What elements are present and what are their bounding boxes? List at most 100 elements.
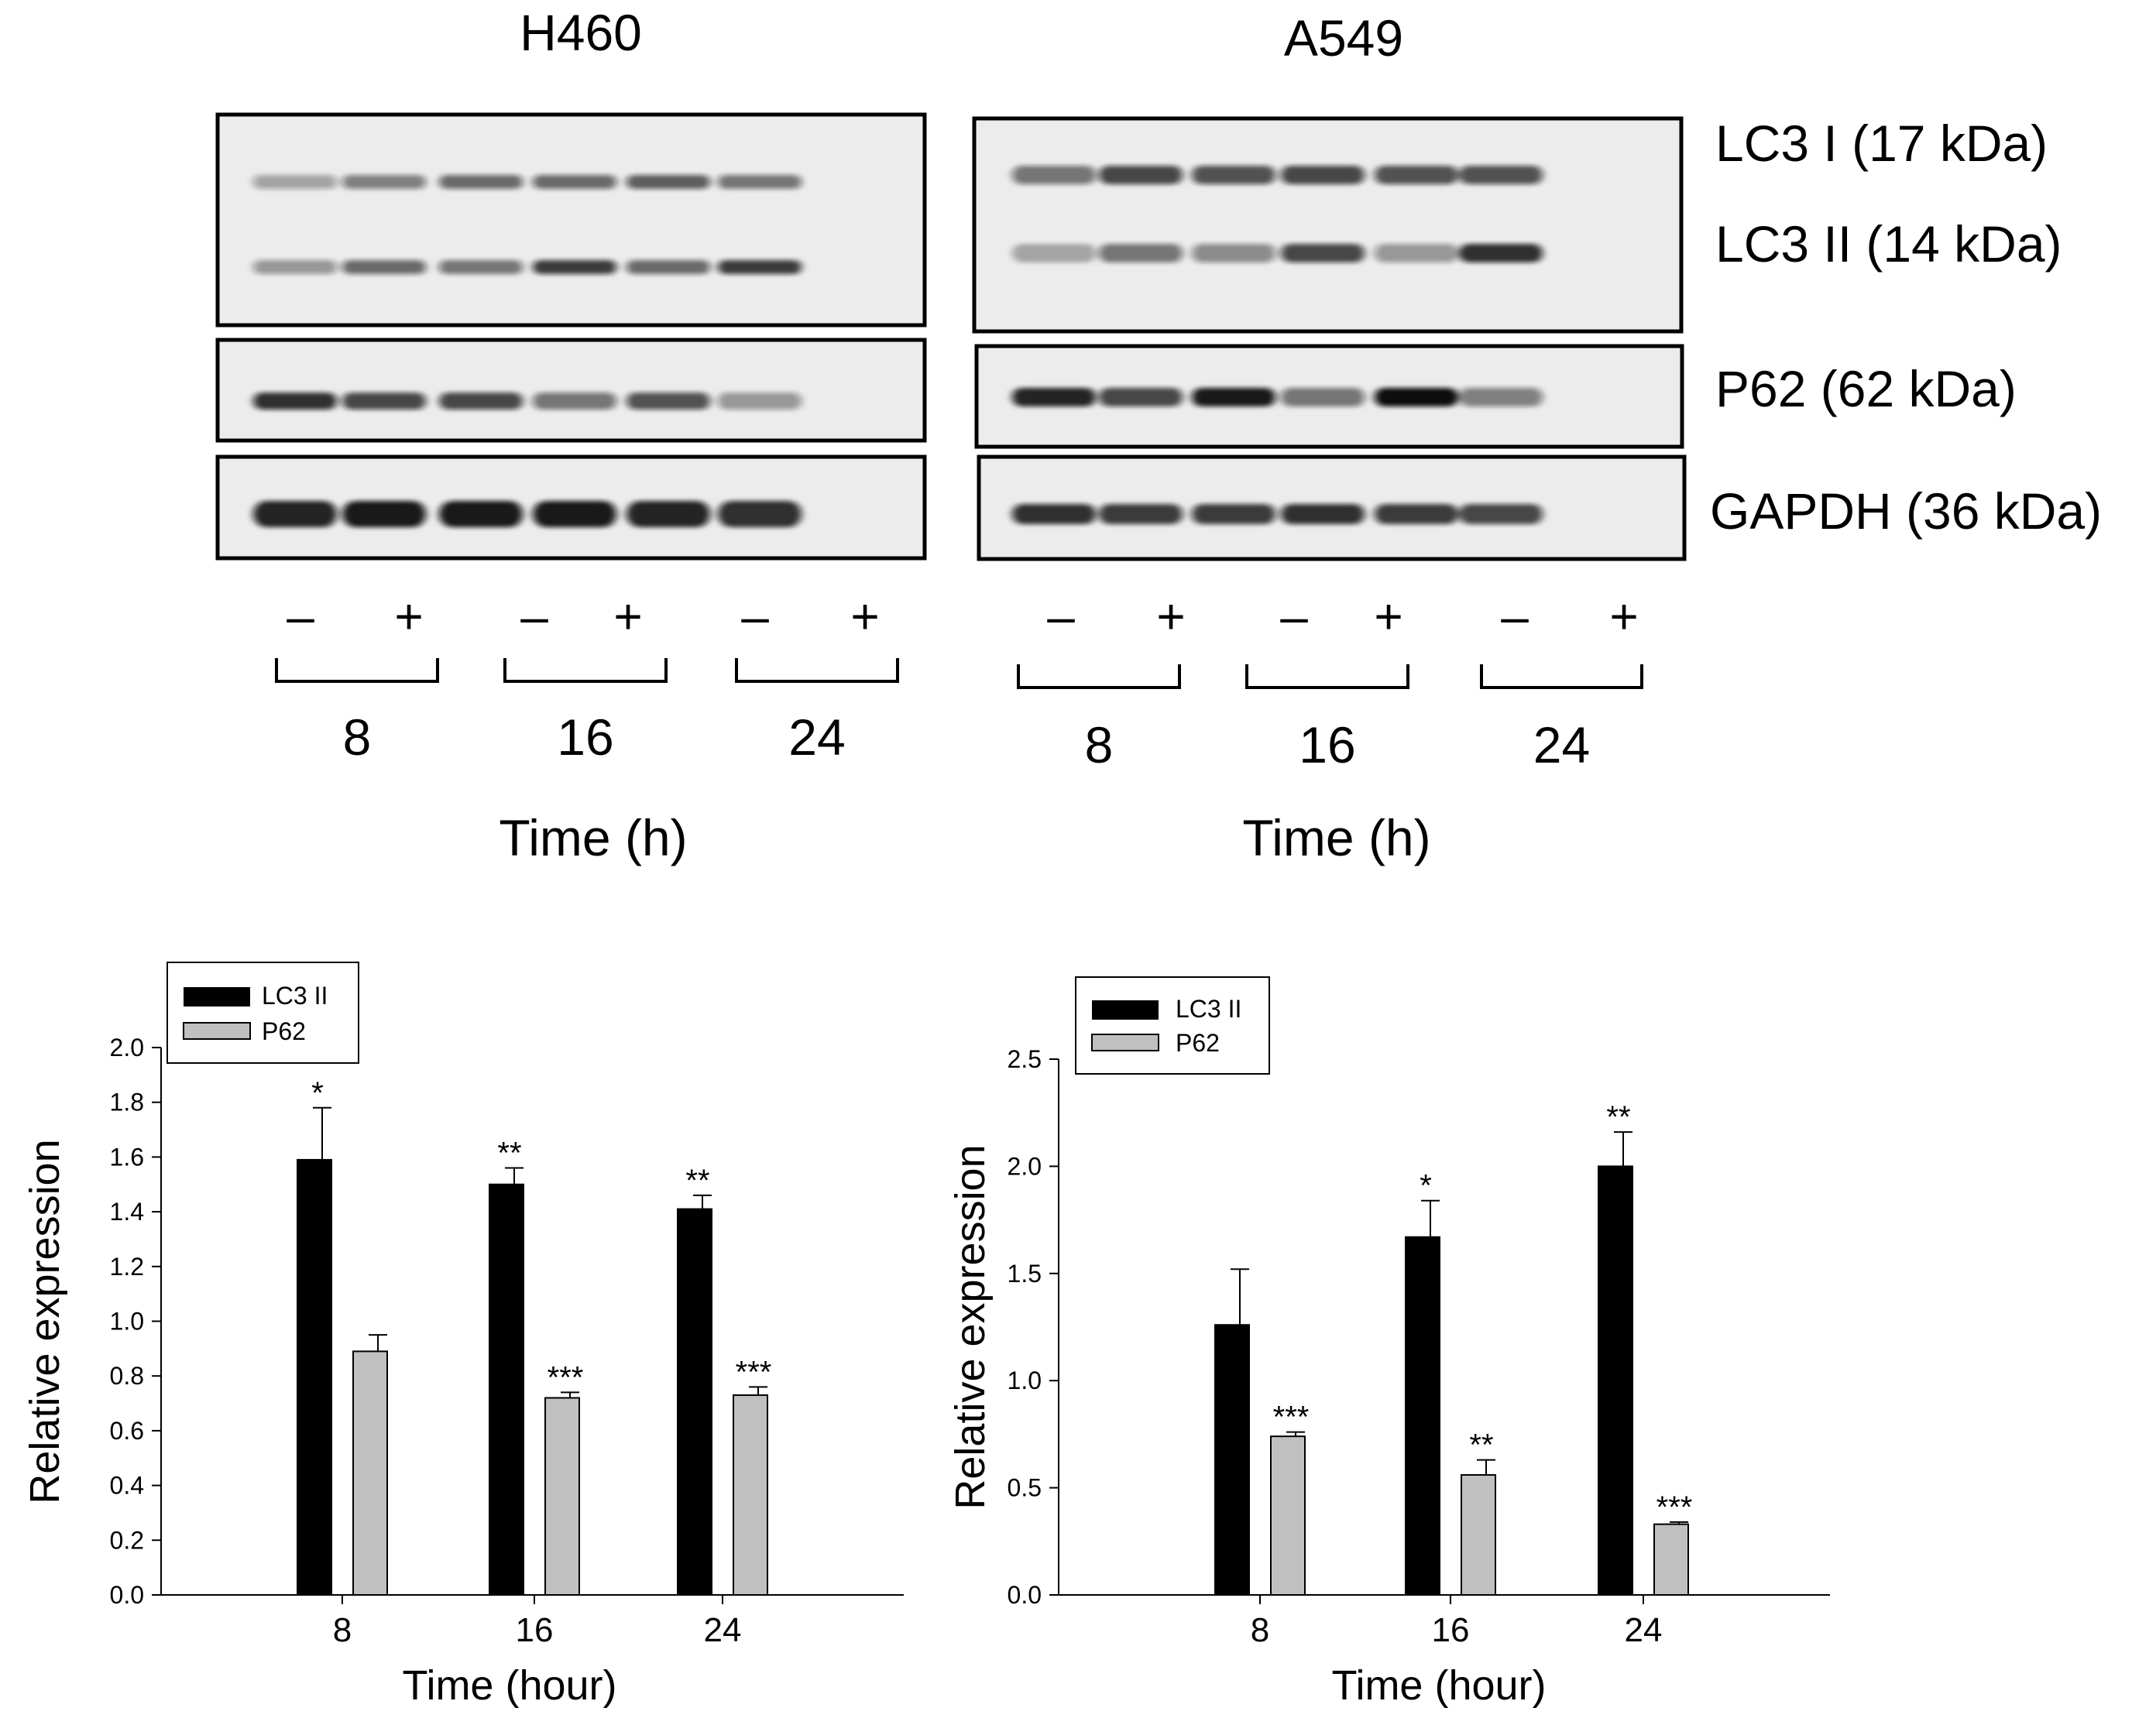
bars: *********** bbox=[1214, 1100, 1692, 1596]
y-tick-label: 0.5 bbox=[1008, 1474, 1042, 1502]
lane-bracket bbox=[1017, 664, 1181, 689]
h460-p62-band bbox=[627, 393, 710, 410]
y-tick-label: 1.5 bbox=[1008, 1260, 1042, 1288]
a549-lc3-blot bbox=[972, 116, 1684, 334]
significance-label: * bbox=[311, 1076, 324, 1110]
h460-lc3i-band bbox=[342, 175, 426, 189]
bar-chart-h460: Relative expression Time (hour) 0.00.20.… bbox=[22, 962, 904, 1709]
h460-p62-band bbox=[253, 393, 337, 410]
h460-lc3ii-band bbox=[253, 260, 337, 274]
bar-p62 bbox=[352, 1350, 388, 1596]
lane-annotations: – + – + – +8 16 24 – + – + – +8 16 24 bbox=[275, 588, 1643, 773]
lane-bracket bbox=[503, 658, 668, 683]
a549-gapdh-band bbox=[1099, 504, 1183, 524]
legend-label-lc3ii: LC3 II bbox=[262, 982, 328, 1010]
x-tick-label: 8 bbox=[1251, 1611, 1269, 1649]
bar-p62 bbox=[1461, 1473, 1496, 1596]
bar-p62 bbox=[1270, 1435, 1306, 1596]
y-tick-label: 2.0 bbox=[110, 1034, 144, 1061]
y-tick-label: 1.0 bbox=[110, 1308, 144, 1336]
lane-bracket bbox=[275, 658, 439, 683]
blot-title-h460: H460 bbox=[520, 4, 642, 61]
h460-p62-band bbox=[342, 393, 426, 410]
legend-swatch-p62 bbox=[1091, 1034, 1159, 1051]
y-axis-label: Relative expression bbox=[947, 1144, 994, 1509]
lane-condition-label: + bbox=[394, 588, 423, 644]
legend-label-p62: P62 bbox=[1176, 1029, 1220, 1057]
h460-lc3ii-band bbox=[718, 260, 802, 274]
a549-gapdh-band bbox=[1281, 504, 1365, 524]
lane-condition-label: – bbox=[1501, 588, 1529, 644]
y-tick-label: 0.4 bbox=[110, 1472, 144, 1500]
h460-gapdh-band bbox=[627, 501, 710, 527]
blot-bands bbox=[253, 166, 1543, 527]
significance-label: ** bbox=[1469, 1428, 1493, 1463]
y-tick-label: 1.2 bbox=[110, 1253, 144, 1281]
bar-lc3ii bbox=[1405, 1236, 1440, 1596]
lane-time-label: 16 bbox=[557, 708, 613, 766]
y-tick-label: 0.0 bbox=[110, 1581, 144, 1609]
y-tick-label: 0.6 bbox=[110, 1417, 144, 1445]
legend-swatch-lc3ii bbox=[184, 987, 250, 1007]
y-ticks: 0.0 0.2 0.4 0.6 0.8 1.0 1.2 1.4 1.6 1.8 2.0 bbox=[110, 1034, 161, 1609]
h460-lc3i-band bbox=[253, 175, 337, 189]
h460-gapdh-band bbox=[533, 501, 616, 527]
y-tick-label: 1.4 bbox=[110, 1198, 144, 1226]
band-label-gapdh: GAPDH (36 kDa) bbox=[1710, 482, 2102, 540]
lane-time-label: 16 bbox=[1299, 716, 1355, 773]
x-ticks: 8 16 24 bbox=[1251, 1595, 1663, 1649]
lane-time-label: 24 bbox=[788, 708, 845, 766]
h460-gapdh-band bbox=[253, 501, 337, 527]
h460-p62-band bbox=[718, 393, 802, 410]
bar-p62 bbox=[733, 1394, 768, 1596]
legend-swatch-lc3ii bbox=[1092, 1000, 1159, 1020]
lane-time-label: 8 bbox=[1085, 716, 1114, 773]
legend-label-p62: P62 bbox=[262, 1017, 306, 1045]
a549-gapdh-band bbox=[1012, 504, 1096, 524]
lane-condition-label: + bbox=[613, 588, 642, 644]
significance-label: ** bbox=[685, 1164, 709, 1198]
lane-condition-label: + bbox=[1374, 588, 1402, 644]
x-tick-label: 24 bbox=[1625, 1611, 1663, 1649]
lane-condition-label: – bbox=[287, 588, 314, 644]
a549-lc3ii-band bbox=[1012, 244, 1096, 262]
lane-condition-label: – bbox=[520, 588, 548, 644]
band-label-lc3i: LC3 I (17 kDa) bbox=[1715, 115, 2048, 172]
a549-lc3ii-band bbox=[1459, 244, 1543, 262]
bar-p62 bbox=[1653, 1523, 1689, 1596]
h460-lc3i-band bbox=[718, 175, 802, 189]
bar-lc3ii bbox=[1214, 1324, 1250, 1596]
significance-label: *** bbox=[548, 1360, 584, 1394]
lane-time-label: 8 bbox=[343, 708, 372, 766]
bar-lc3ii bbox=[297, 1158, 332, 1596]
bar-lc3ii bbox=[1598, 1165, 1633, 1596]
h460-lc3i-band bbox=[627, 175, 710, 189]
lane-condition-label: + bbox=[1156, 588, 1185, 644]
h460-lc3-blot bbox=[215, 112, 927, 328]
h460-gapdh-band bbox=[718, 501, 802, 527]
a549-lc3i-band bbox=[1192, 166, 1275, 184]
y-tick-label: 1.0 bbox=[1008, 1367, 1042, 1394]
lane-bracket bbox=[1480, 664, 1643, 689]
x-ticks: 8 16 24 bbox=[333, 1595, 742, 1649]
h460-p62-blot bbox=[215, 338, 927, 443]
bars: *********** bbox=[297, 1076, 771, 1596]
h460-gapdh-band bbox=[439, 501, 523, 527]
lane-condition-label: – bbox=[741, 588, 769, 644]
legend: LC3 II P62 bbox=[1075, 976, 1270, 1075]
x-tick-label: 16 bbox=[1432, 1611, 1470, 1649]
band-label-lc3ii: LC3 II (14 kDa) bbox=[1715, 215, 2062, 273]
a549-p62-band bbox=[1192, 388, 1275, 406]
bar-lc3ii bbox=[489, 1183, 524, 1596]
a549-gapdh-band bbox=[1459, 504, 1543, 524]
legend-box bbox=[1075, 976, 1270, 1075]
x-tick-label: 24 bbox=[704, 1611, 742, 1649]
y-axis-label: Relative expression bbox=[22, 1139, 68, 1504]
y-tick-label: 2.5 bbox=[1008, 1045, 1042, 1073]
a549-lc3i-band bbox=[1281, 166, 1365, 184]
y-ticks: 0.0 0.5 1.0 1.5 2.0 2.5 bbox=[1008, 1045, 1059, 1609]
h460-lc3ii-band bbox=[627, 260, 710, 274]
h460-lc3i-band bbox=[533, 175, 616, 189]
significance-label: ** bbox=[497, 1137, 521, 1171]
